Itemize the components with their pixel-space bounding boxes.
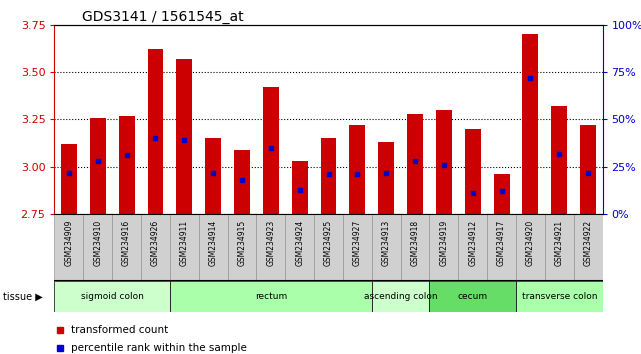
Text: GSM234916: GSM234916 bbox=[122, 219, 131, 266]
Bar bbox=[429, 281, 516, 312]
Bar bbox=[228, 214, 256, 281]
Bar bbox=[54, 214, 83, 281]
Bar bbox=[147, 50, 163, 214]
Bar bbox=[458, 214, 487, 281]
Text: GSM234924: GSM234924 bbox=[295, 219, 304, 266]
Bar bbox=[516, 281, 603, 312]
Text: GSM234913: GSM234913 bbox=[381, 219, 391, 266]
Text: percentile rank within the sample: percentile rank within the sample bbox=[71, 343, 247, 353]
Text: GSM234921: GSM234921 bbox=[554, 219, 564, 266]
Bar bbox=[170, 281, 372, 312]
Text: GSM234927: GSM234927 bbox=[353, 219, 362, 266]
Bar bbox=[54, 281, 170, 312]
Text: GSM234909: GSM234909 bbox=[64, 219, 74, 266]
Bar bbox=[119, 116, 135, 214]
Bar bbox=[90, 118, 106, 214]
Bar bbox=[314, 214, 343, 281]
Bar bbox=[343, 214, 372, 281]
Text: GSM234918: GSM234918 bbox=[410, 219, 420, 266]
Text: GSM234925: GSM234925 bbox=[324, 219, 333, 266]
Bar bbox=[551, 106, 567, 214]
Text: GSM234911: GSM234911 bbox=[179, 219, 189, 266]
Bar bbox=[372, 214, 401, 281]
Text: GSM234922: GSM234922 bbox=[583, 219, 593, 266]
Bar bbox=[112, 214, 141, 281]
Bar bbox=[580, 125, 596, 214]
Bar bbox=[83, 214, 112, 281]
Text: GSM234926: GSM234926 bbox=[151, 219, 160, 266]
Bar bbox=[465, 129, 481, 214]
Bar bbox=[285, 214, 314, 281]
Text: tissue ▶: tissue ▶ bbox=[3, 291, 43, 302]
Text: GSM234923: GSM234923 bbox=[266, 219, 276, 266]
Text: GDS3141 / 1561545_at: GDS3141 / 1561545_at bbox=[82, 10, 244, 24]
Bar bbox=[61, 144, 77, 214]
Bar bbox=[407, 114, 423, 214]
Text: ascending colon: ascending colon bbox=[364, 292, 437, 301]
Text: GSM234915: GSM234915 bbox=[237, 219, 247, 266]
Text: sigmoid colon: sigmoid colon bbox=[81, 292, 144, 301]
Bar bbox=[429, 214, 458, 281]
Bar bbox=[256, 214, 285, 281]
Text: cecum: cecum bbox=[458, 292, 488, 301]
Bar bbox=[545, 214, 574, 281]
Text: rectum: rectum bbox=[254, 292, 287, 301]
Bar bbox=[199, 214, 228, 281]
Bar bbox=[516, 214, 545, 281]
Bar bbox=[574, 214, 603, 281]
Bar bbox=[487, 214, 516, 281]
Text: GSM234912: GSM234912 bbox=[468, 219, 478, 266]
Text: GSM234914: GSM234914 bbox=[208, 219, 218, 266]
Bar bbox=[401, 214, 429, 281]
Bar bbox=[234, 150, 250, 214]
Bar bbox=[349, 125, 365, 214]
Text: GSM234917: GSM234917 bbox=[497, 219, 506, 266]
Bar bbox=[170, 214, 199, 281]
Bar bbox=[436, 110, 452, 214]
Bar bbox=[205, 138, 221, 214]
Bar bbox=[176, 59, 192, 214]
Bar bbox=[522, 34, 538, 214]
Bar bbox=[141, 214, 170, 281]
Text: GSM234910: GSM234910 bbox=[93, 219, 103, 266]
Text: GSM234920: GSM234920 bbox=[526, 219, 535, 266]
Bar bbox=[372, 281, 429, 312]
Text: transformed count: transformed count bbox=[71, 325, 168, 335]
Text: transverse colon: transverse colon bbox=[522, 292, 597, 301]
Bar bbox=[494, 175, 510, 214]
Bar bbox=[320, 138, 337, 214]
Text: GSM234919: GSM234919 bbox=[439, 219, 449, 266]
Bar bbox=[292, 161, 308, 214]
Bar bbox=[378, 142, 394, 214]
Bar bbox=[263, 87, 279, 214]
